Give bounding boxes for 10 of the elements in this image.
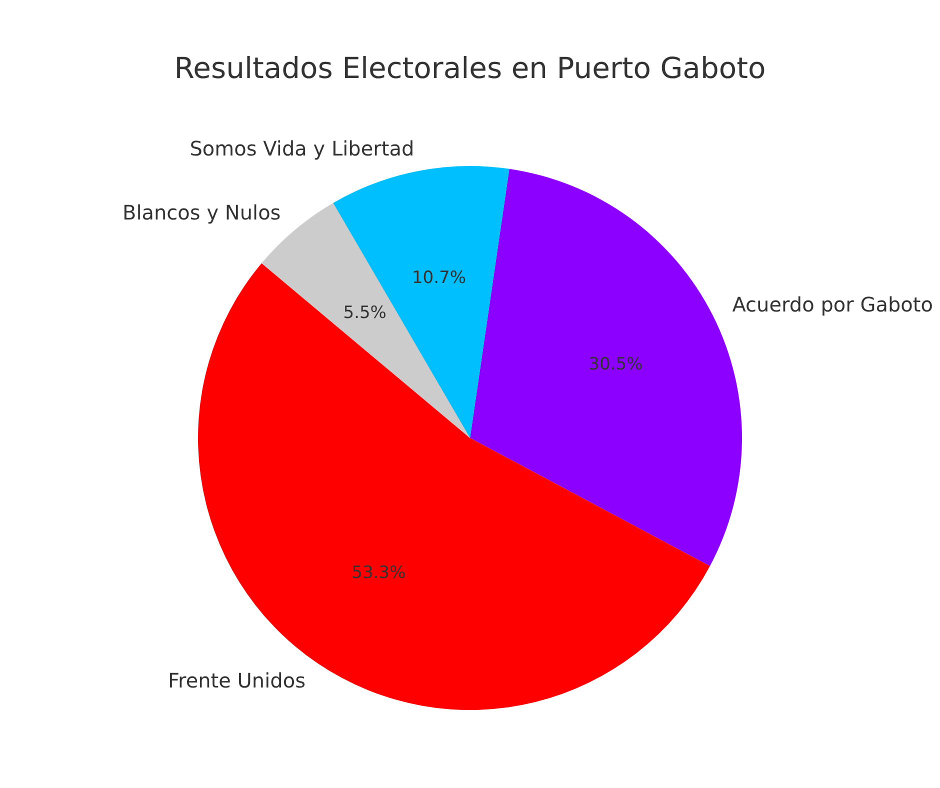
slice-label: Acuerdo por Gaboto [732, 292, 933, 317]
slice-label: Somos Vida y Libertad [190, 136, 414, 161]
slice-label: Frente Unidos [168, 668, 306, 692]
chart-title: Resultados Electorales en Puerto Gaboto [174, 51, 766, 85]
data-label: 30.5% [588, 354, 643, 374]
slice-label: Blancos y Nulos [122, 200, 281, 224]
pie-slice [333, 166, 510, 438]
data-label: 53.3% [352, 563, 406, 584]
data-label: 5.5% [343, 303, 386, 324]
data-label: 10.7% [412, 268, 466, 288]
